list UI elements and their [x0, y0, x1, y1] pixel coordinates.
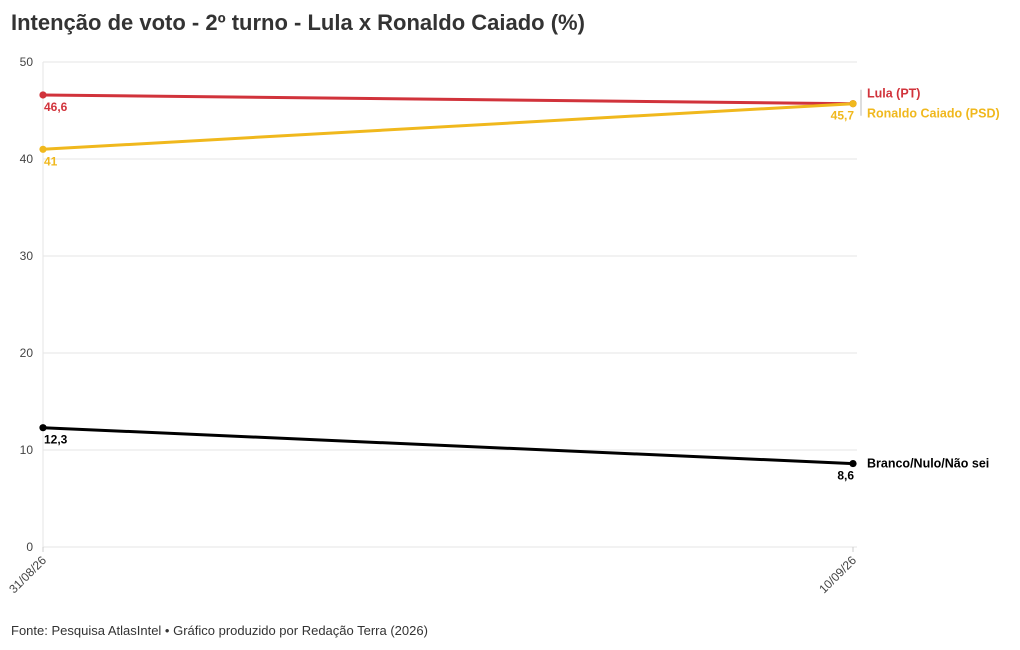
- y-tick-label: 50: [20, 55, 34, 69]
- series-points: [39, 91, 857, 468]
- x-tick-label: 31/08/26: [6, 553, 49, 596]
- source-footer: Fonte: Pesquisa AtlasIntel • Gráfico pro…: [11, 623, 428, 638]
- series-line: [42, 102, 854, 151]
- series-lines: [42, 93, 854, 466]
- grid: [42, 61, 857, 548]
- y-tick-label: 40: [20, 152, 34, 166]
- series-end-label: Branco/Nulo/Não sei: [867, 457, 989, 471]
- x-axis-ticks: 31/08/26 10/09/26: [6, 547, 859, 596]
- data-point: [39, 424, 47, 432]
- data-point: [849, 100, 857, 108]
- value-labels: 46,6 41 45,7 12,3 8,6: [44, 100, 854, 483]
- chart-title: Intenção de voto - 2º turno - Lula x Ron…: [11, 10, 585, 35]
- y-tick-label: 30: [20, 249, 34, 263]
- value-label: 12,3: [44, 433, 68, 447]
- value-label: 46,6: [44, 100, 68, 114]
- series-end-label: Ronaldo Caiado (PSD): [867, 107, 1000, 121]
- x-tick-label: 10/09/26: [816, 553, 859, 596]
- y-tick-label: 0: [26, 540, 33, 554]
- value-label: 45,7: [831, 109, 855, 123]
- data-point: [39, 91, 47, 99]
- y-tick-label: 10: [20, 443, 34, 457]
- data-point: [39, 145, 47, 153]
- series-line: [42, 93, 854, 106]
- series-end-label: Lula (PT): [867, 87, 920, 101]
- data-point: [849, 459, 857, 468]
- y-axis-ticks: 0 10 20 30 40 50: [20, 55, 34, 554]
- value-label: 8,6: [837, 469, 854, 483]
- value-label: 41: [44, 154, 58, 168]
- y-tick-label: 20: [20, 346, 34, 360]
- series-line: [42, 426, 854, 466]
- end-labels: Lula (PT) Ronaldo Caiado (PSD) Branco/Nulo…: [860, 87, 1000, 471]
